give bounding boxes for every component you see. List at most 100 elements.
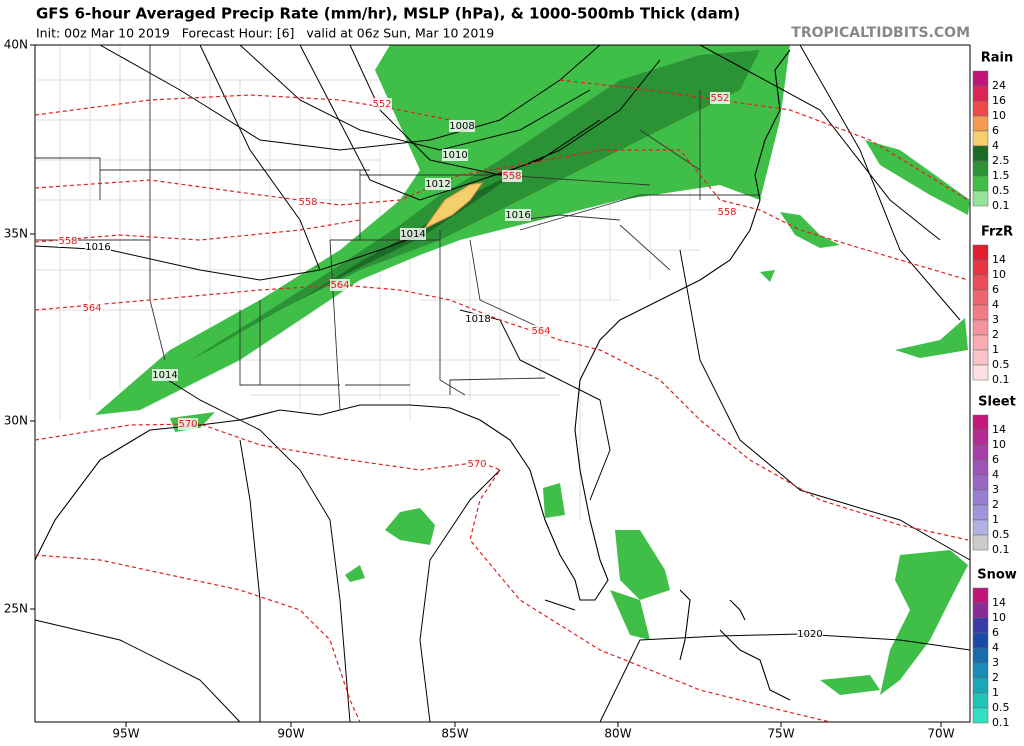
legend-label: 0.1: [992, 373, 1010, 386]
legend-swatch: [972, 334, 989, 351]
legend-label: 2: [992, 328, 999, 341]
legend-swatch: [972, 115, 989, 132]
map-frame: [34, 44, 971, 723]
legend-swatch: [972, 319, 989, 336]
legend-title: FrzR: [981, 225, 1013, 240]
legend-label: 0.5: [992, 701, 1010, 714]
label-bg: [442, 149, 468, 161]
legend-swatch: [972, 160, 989, 177]
lon-label: 75W: [767, 727, 794, 741]
mslp-label: 1014: [400, 229, 425, 240]
legend-label: 2.5: [992, 154, 1010, 167]
legend-label: 0.1: [992, 716, 1010, 729]
legend-label: 24: [992, 79, 1006, 92]
label-bg: [717, 206, 737, 218]
thickness-label: 564: [82, 303, 101, 314]
label-bg: [298, 196, 318, 208]
legend-label: 4: [992, 468, 999, 481]
label-bg: [82, 302, 102, 314]
legend-swatch: [972, 632, 989, 649]
legend-label: 0.1: [992, 543, 1010, 556]
legend: Rain241610642.51.50.50.1FrzR1410643210.5…: [972, 51, 1017, 729]
legend-swatch: [972, 259, 989, 276]
legend-swatch: [972, 274, 989, 291]
legend-swatch: [972, 349, 989, 366]
mslp-label: 1012: [425, 179, 450, 190]
thickness-label: 570: [178, 419, 197, 430]
label-bg: [330, 279, 350, 291]
legend-swatch: [972, 85, 989, 102]
thickness-label: 558: [298, 197, 317, 208]
legend-swatch: [972, 647, 989, 664]
legend-label: 16: [992, 94, 1006, 107]
legend-label: 2: [992, 498, 999, 511]
legend-label: 14: [992, 423, 1006, 436]
legend-label: 6: [992, 283, 999, 296]
state-lines: [35, 45, 760, 411]
rain-cells: [170, 140, 970, 695]
label-bg: [449, 120, 475, 132]
legend-label: 4: [992, 139, 999, 152]
mslp-label: 1010: [442, 150, 467, 161]
label-bg: [400, 228, 426, 240]
thickness-label: 564: [330, 280, 349, 291]
legend-swatch: [972, 304, 989, 321]
legend-label: 1: [992, 686, 999, 699]
mslp-label: 1016: [505, 210, 530, 221]
label-bg: [531, 325, 551, 337]
legend-swatch: [972, 244, 989, 261]
label-bg: [372, 98, 392, 110]
legend-label: 1: [992, 343, 999, 356]
legend-label: 3: [992, 656, 999, 669]
legend-label: 3: [992, 313, 999, 326]
legend-label: 0.5: [992, 184, 1010, 197]
lat-label: 35N: [4, 227, 28, 241]
thickness-label: 552: [710, 93, 729, 104]
legend-swatch: [972, 489, 989, 506]
legend-title: Rain: [981, 51, 1014, 66]
thickness-label: 558: [502, 171, 521, 182]
legend-swatch: [972, 70, 989, 87]
legend-label: 0.5: [992, 528, 1010, 541]
mslp-label: 1008: [449, 121, 474, 132]
thickness-label: 570: [467, 459, 486, 470]
legend-swatch: [972, 707, 989, 724]
label-bg: [425, 178, 451, 190]
legend-swatch: [972, 692, 989, 709]
thickness-label: 558: [717, 207, 736, 218]
coastline: [34, 49, 791, 601]
legend-label: 6: [992, 453, 999, 466]
legend-swatch: [972, 519, 989, 536]
county-lines: [35, 45, 740, 520]
legend-label: 14: [992, 596, 1006, 609]
label-bg: [152, 369, 178, 381]
label-bg: [178, 418, 198, 430]
rain-orange: [424, 182, 484, 229]
source: TROPICALTIDBITS.COM: [791, 25, 970, 41]
legend-label: 1.5: [992, 169, 1010, 182]
legend-swatch: [972, 677, 989, 694]
legend-swatch: [972, 364, 989, 381]
lon-label: 90W: [277, 727, 304, 741]
legend-label: 10: [992, 268, 1006, 281]
contour-labels: 1008 1010 1012 1014 1016 1016 1014 1018 1020 552 5…: [58, 92, 823, 640]
label-bg: [465, 313, 491, 325]
legend-label: 0.1: [992, 199, 1010, 212]
legend-label: 6: [992, 124, 999, 137]
lon-label: 85W: [441, 727, 468, 741]
label-bg: [85, 241, 111, 253]
subtitle: Init: 00z Mar 10 2019 Forecast Hour: [6]…: [36, 26, 494, 41]
legend-swatch: [972, 190, 989, 207]
legend-label: 0.5: [992, 358, 1010, 371]
lon-label: 95W: [112, 727, 139, 741]
legend-swatch: [972, 534, 989, 551]
label-bg: [502, 170, 522, 182]
legend-title: Snow: [977, 568, 1017, 583]
lat-label: 30N: [4, 414, 28, 428]
legend-title: Sleet: [978, 395, 1016, 410]
legend-label: 1: [992, 513, 999, 526]
thickness-label: 564: [531, 326, 550, 337]
legend-label: 10: [992, 109, 1006, 122]
mslp-label: 1018: [465, 314, 490, 325]
